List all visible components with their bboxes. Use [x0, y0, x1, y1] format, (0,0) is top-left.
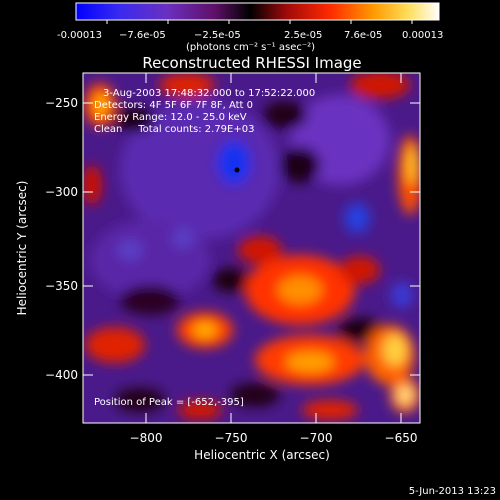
colorbar-tick-label: −2.5e-05	[194, 30, 241, 41]
peak-position-label: Position of Peak = [-652,-395]	[94, 397, 244, 408]
rhessi-image	[83, 73, 420, 423]
x-tick-label: −650	[385, 431, 418, 445]
info-energy-range: Energy Range: 12.0 - 25.0 keV	[94, 112, 247, 123]
colorbar-tick-label: 7.6e-05	[344, 30, 382, 41]
y-tick-label: −300	[45, 185, 78, 199]
colorbar-tick-label: −7.6e-05	[119, 30, 166, 41]
x-tick-label: −700	[300, 431, 333, 445]
info-detectors: Detectors: 4F 5F 6F 7F 8F, Att 0	[94, 100, 253, 111]
plot-title: Reconstructed RHESSI Image	[142, 54, 361, 72]
peak-marker	[234, 167, 240, 173]
colorbar-gradient	[75, 2, 440, 21]
colorbar-tick-label: 0.00013	[402, 30, 443, 41]
x-tick-label: −800	[130, 431, 163, 445]
colorbar-unit-label: (photons cm⁻² s⁻¹ asec⁻²)	[186, 42, 315, 53]
y-axis-label: Heliocentric Y (arcsec)	[15, 181, 29, 316]
x-tick-label: −750	[215, 431, 248, 445]
info-time-range: 3-Aug-2003 17:48:32.000 to 17:52:22.000	[103, 88, 315, 99]
y-tick-label: −250	[45, 96, 78, 110]
y-tick-label: −350	[45, 279, 78, 293]
observation-info: 3-Aug-2003 17:48:32.000 to 17:52:22.000 …	[94, 88, 315, 135]
colorbar-tick-label: 2.5e-05	[284, 30, 322, 41]
y-tick-label: −400	[45, 368, 78, 382]
footer-date: 5-Jun-2013 13:23	[409, 486, 496, 497]
colorbar: -0.00013 −7.6e-05 −2.5e-05 2.5e-05 7.6e-…	[57, 2, 443, 53]
plot-frame	[82, 72, 421, 424]
colorbar-ticks	[106, 20, 413, 24]
x-axis-label: Heliocentric X (arcsec)	[194, 448, 330, 462]
axis-ticks	[83, 73, 420, 423]
colorbar-tick-label: -0.00013	[57, 30, 102, 41]
info-clean-counts: Clean Total counts: 2.79E+03	[94, 124, 254, 135]
